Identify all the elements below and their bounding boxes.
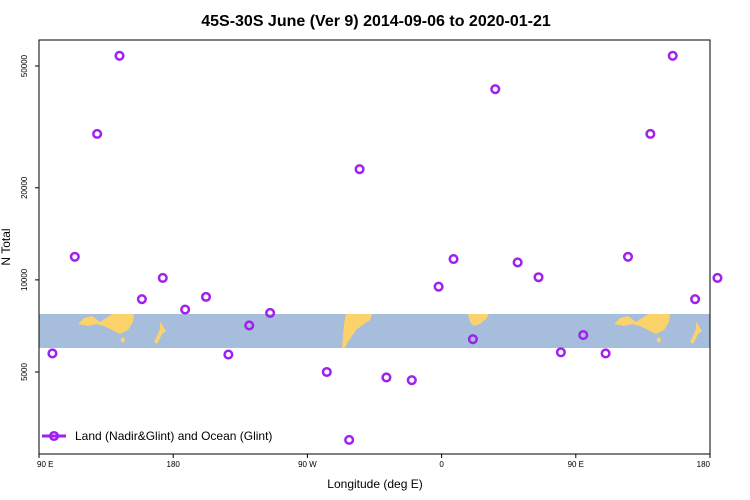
data-point [712,272,723,283]
x-axis-label: Longitude (deg E) [327,477,422,491]
land-australia-2 [614,314,670,334]
data-point [69,251,80,262]
land-south-america [342,314,372,348]
data-point [600,348,611,359]
land-australia-1 [78,314,134,334]
y-tick-label: 20000 [20,176,29,199]
data-point [406,375,417,386]
legend: Land (Nadir&Glint) and Ocean (Glint) [42,429,272,443]
data-point [200,291,212,302]
land-nz-1 [154,322,166,344]
data-point [667,50,678,61]
data-point [92,128,103,139]
data-point [467,334,478,345]
data-point [533,272,544,283]
y-axis: 5000 10000 20000 50000 [20,54,39,381]
legend-marker [48,430,60,442]
data-point [690,294,701,305]
data-point [344,434,355,445]
data-point [512,257,523,268]
y-tick-label: 50000 [20,54,29,77]
ocean-band [39,314,710,348]
data-point [223,349,234,360]
data-point [448,253,459,265]
data-point [157,272,168,283]
land-africa [468,314,489,326]
data-point [265,307,276,318]
y-tick-label: 5000 [20,363,29,381]
data-point [244,320,255,331]
x-tick-label: 180 [697,460,711,469]
x-tick-label: 90 E [37,460,53,469]
data-points [47,50,723,445]
data-point [180,304,191,315]
data-point [433,281,444,292]
data-point [136,294,147,305]
y-axis-label: N Total [0,228,13,265]
x-axis: 90 E 180 90 W 0 90 E 180 [37,454,711,469]
data-point [645,128,656,139]
chart-title: 45S-30S June (Ver 9) 2014-09-06 to 2020-… [201,13,551,30]
data-point [381,372,392,383]
data-point [114,50,125,61]
plot-frame [38,39,711,455]
data-point [622,251,634,262]
data-point [490,84,501,95]
x-tick-label: 180 [167,460,181,469]
data-point [578,330,589,341]
land-nz-2 [690,322,702,344]
x-tick-label: 0 [439,460,444,469]
data-point [354,164,365,175]
land-tasmania-2 [657,338,661,343]
data-point [555,347,566,358]
data-point [321,366,332,378]
land-tasmania-1 [121,338,125,343]
data-point [47,348,58,359]
map-band [39,314,710,348]
x-tick-label: 90 E [568,460,584,469]
x-tick-label: 90 W [298,460,317,469]
legend-label: Land (Nadir&Glint) and Ocean (Glint) [75,429,272,443]
y-tick-label: 10000 [20,268,29,291]
